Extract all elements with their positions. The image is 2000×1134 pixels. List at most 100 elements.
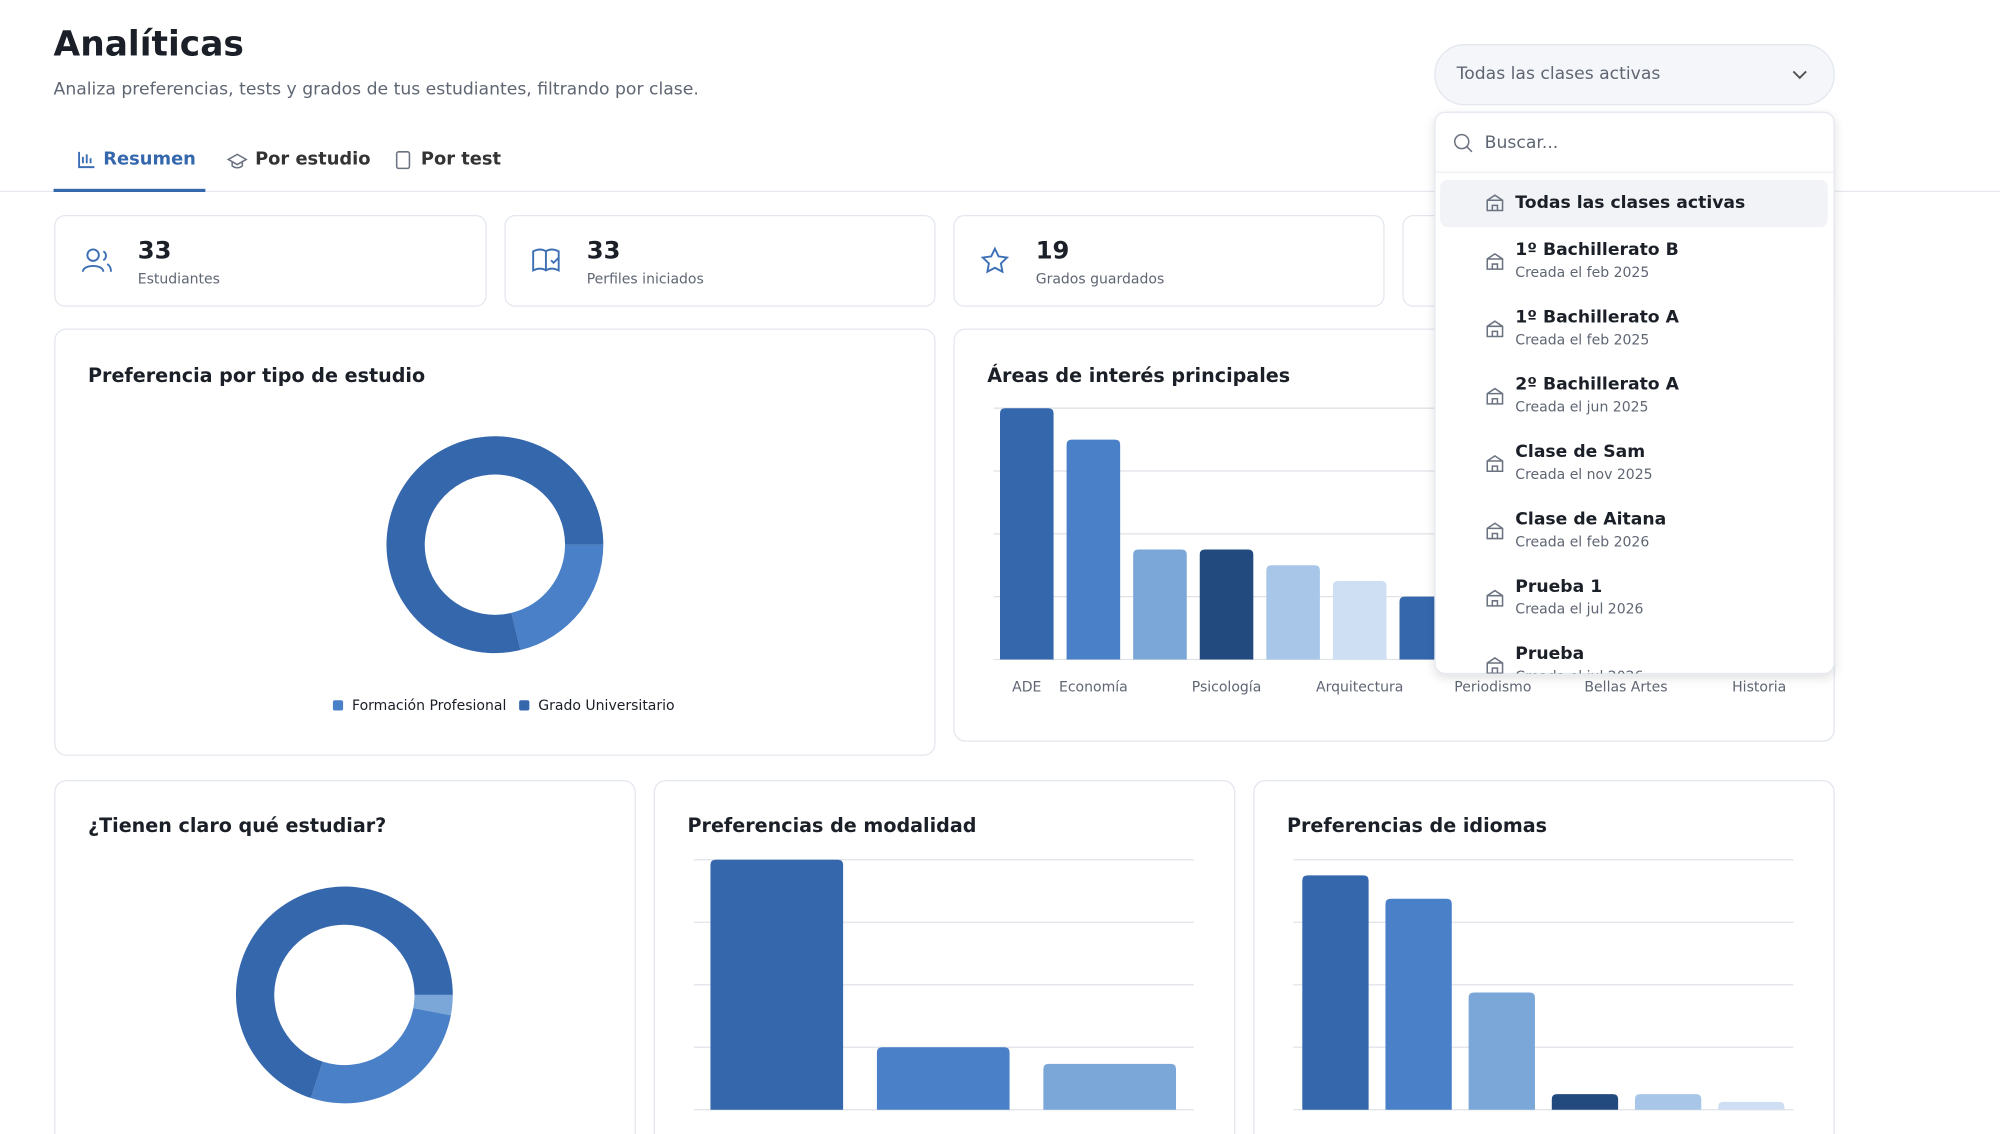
bar	[1302, 875, 1369, 1110]
class-icon	[1486, 252, 1504, 270]
tab[interactable]: Resumen	[78, 148, 196, 169]
legend-label: Grado Universitario	[538, 698, 674, 714]
chart-title: Preferencias de modalidad	[688, 814, 977, 837]
bar	[1718, 1101, 1785, 1110]
dropdown-option[interactable]: Prueba 1 Creada el jul 2026	[1486, 577, 1644, 618]
dropdown-option[interactable]: Clase de Aitana Creada el feb 2026	[1486, 509, 1666, 550]
page-subtitle: Analiza preferencias, tests y grados de …	[54, 79, 699, 99]
search-placeholder: Buscar...	[1485, 133, 1559, 153]
x-tick-label: Arquitectura	[1316, 680, 1403, 696]
option-name: Clase de Aitana	[1515, 509, 1666, 529]
option-name: 1º Bachillerato B	[1515, 240, 1678, 260]
legend-swatch	[519, 700, 530, 711]
option-date: Creada el jun 2025	[1515, 400, 1648, 416]
select-value: Todas las clases activas	[1456, 64, 1661, 84]
option-date: Creada el jul 2026	[1515, 669, 1643, 685]
donut-slice	[310, 1008, 451, 1104]
stat-card: 19 Grados guardados	[953, 214, 1385, 307]
tab-icon	[395, 151, 411, 170]
option-name: 1º Bachillerato A	[1515, 307, 1679, 327]
card-bg	[953, 214, 1385, 307]
bar	[1000, 408, 1054, 660]
card-bg	[54, 214, 487, 307]
bar	[1066, 439, 1121, 660]
class-icon	[1486, 589, 1504, 607]
class-select[interactable]: Todas las clases activas	[1434, 44, 1835, 106]
stat-label: Estudiantes	[138, 271, 220, 287]
chart-title: Áreas de interés principales	[987, 364, 1290, 387]
dropdown-option[interactable]: 2º Bachillerato A Creada el jun 2025	[1486, 375, 1680, 416]
class-icon	[1486, 454, 1504, 472]
class-icon	[1486, 522, 1504, 540]
option-date: Creada el feb 2025	[1515, 332, 1649, 348]
donut-slice	[386, 436, 604, 654]
x-tick-label: Psicología	[1192, 680, 1262, 696]
dropdown-option[interactable]: 1º Bachillerato B Creada el feb 2025	[1486, 240, 1679, 281]
donut-slice	[511, 544, 604, 651]
class-icon	[1486, 194, 1504, 212]
panel-bg	[1434, 111, 1835, 675]
stat-icon	[980, 246, 1010, 274]
stat-value: 19	[1036, 236, 1070, 264]
card-bg	[504, 214, 936, 307]
bar	[1332, 580, 1387, 660]
chart-title: ¿Tienen claro qué estudiar?	[88, 814, 386, 837]
x-tick-label: Periodismo	[1454, 680, 1531, 696]
dropdown-option[interactable]: Clase de Sam Creada el nov 2025	[1486, 442, 1653, 483]
stat-icon	[81, 248, 112, 273]
bar	[1043, 1063, 1177, 1110]
dropdown-option[interactable]: Prueba Creada el jul 2026	[1486, 644, 1644, 685]
bar	[1199, 549, 1254, 660]
stat-card: 33 Perfiles iniciados	[504, 214, 936, 307]
x-tick-label: Historia	[1732, 680, 1786, 696]
search-icon	[1466, 146, 1473, 153]
dropdown-option[interactable]: 1º Bachillerato A Creada el feb 2025	[1486, 307, 1680, 348]
stat-value: 33	[138, 236, 172, 264]
option-date: Creada el nov 2025	[1515, 467, 1652, 483]
bar	[1266, 565, 1320, 660]
chart-title: Preferencias de idiomas	[1287, 814, 1547, 837]
option-name: Clase de Sam	[1515, 442, 1645, 462]
option-date: Creada el feb 2025	[1515, 265, 1649, 281]
option-highlight	[1440, 179, 1828, 228]
stat-icon	[532, 248, 560, 272]
bar	[1634, 1094, 1702, 1110]
x-tick-label: Economía	[1059, 680, 1128, 696]
stat-label: Grados guardados	[1036, 271, 1165, 287]
tab[interactable]: Por estudio	[226, 148, 371, 169]
select-bg	[1434, 44, 1835, 106]
x-tick-label: ADE	[1012, 680, 1041, 696]
class-icon	[1486, 387, 1504, 405]
page-title: Analíticas	[54, 24, 244, 64]
stat-card: 33 Estudiantes	[54, 214, 487, 307]
class-icon	[1486, 320, 1504, 338]
chart-card	[54, 328, 936, 756]
tab-label: Por estudio	[255, 148, 370, 169]
search-input[interactable]: Buscar...	[1453, 133, 1559, 153]
search-icon	[1453, 133, 1470, 150]
legend-swatch	[332, 700, 344, 711]
bar	[1133, 549, 1187, 660]
tab-icon	[226, 153, 248, 169]
option-name: 2º Bachillerato A	[1515, 375, 1679, 395]
bar	[710, 859, 844, 1110]
bar	[876, 1047, 1010, 1110]
option-date: Creada el feb 2026	[1515, 534, 1649, 550]
chevron	[1792, 70, 1807, 80]
dropdown-option[interactable]: Todas las clases activas	[1440, 179, 1828, 228]
options: Todas las clases activas 1º Bachillerato …	[1440, 179, 1828, 685]
donut-slice	[413, 994, 453, 1016]
legend-label: Formación Profesional	[352, 698, 506, 714]
bar	[1385, 898, 1452, 1110]
option-name: Todas las clases activas	[1515, 193, 1745, 213]
option-name: Prueba	[1515, 644, 1584, 664]
chart-title: Preferencia por tipo de estudio	[88, 364, 425, 387]
tab-underline	[53, 188, 206, 192]
option-date: Creada el jul 2026	[1515, 602, 1643, 618]
tab-icon	[78, 151, 95, 169]
tab[interactable]: Por test	[395, 148, 502, 170]
bar	[1468, 992, 1535, 1110]
class-icon	[1486, 657, 1504, 674]
